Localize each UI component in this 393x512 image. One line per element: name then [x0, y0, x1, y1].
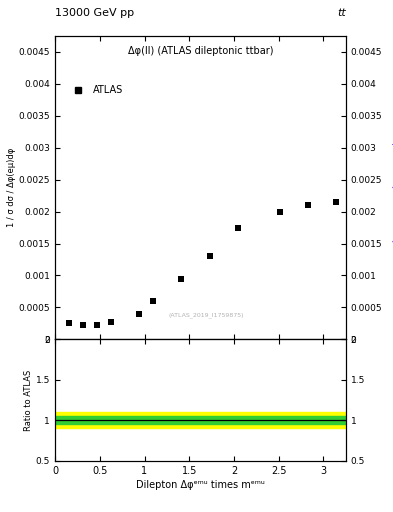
Text: 13000 GeV pp: 13000 GeV pp — [55, 8, 134, 18]
Text: tt: tt — [337, 8, 346, 18]
Y-axis label: Ratio to ATLAS: Ratio to ATLAS — [24, 370, 33, 431]
X-axis label: Dilepton Δφᵉᵐᵘ times mᵉᵐᵘ: Dilepton Δφᵉᵐᵘ times mᵉᵐᵘ — [136, 480, 265, 490]
Y-axis label: 1 / σ dσ / Δφ(eμ)dφ: 1 / σ dσ / Δφ(eμ)dφ — [7, 148, 16, 227]
Text: ATLAS: ATLAS — [93, 86, 123, 95]
Y-axis label: mcplots.cern.ch [arXiv:1306.3436]: mcplots.cern.ch [arXiv:1306.3436] — [391, 133, 393, 242]
Text: Δφ(ll) (ATLAS dileptonic ttbar): Δφ(ll) (ATLAS dileptonic ttbar) — [128, 47, 273, 56]
Text: (ATLAS_2019_I1759875): (ATLAS_2019_I1759875) — [169, 312, 244, 318]
